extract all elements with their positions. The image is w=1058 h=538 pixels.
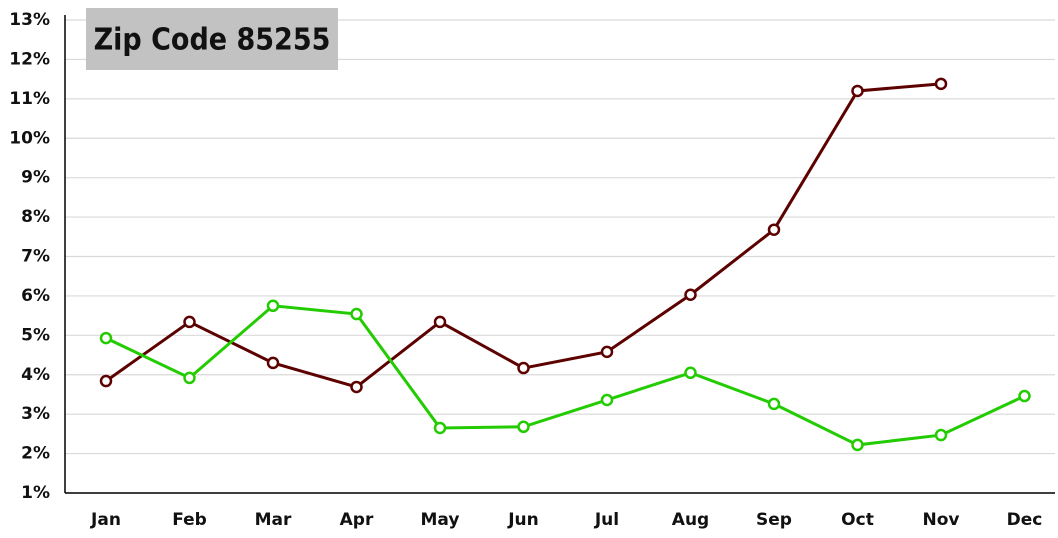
data-point <box>934 428 948 442</box>
data-point <box>517 420 530 434</box>
x-tick-label: Apr <box>340 510 374 530</box>
data-point <box>433 315 447 329</box>
data-point <box>183 371 196 385</box>
data-point <box>99 374 113 388</box>
x-tick-label: Oct <box>841 510 874 530</box>
data-point <box>851 84 864 98</box>
data-point <box>767 397 781 411</box>
y-tick-label: 9% <box>21 168 50 188</box>
x-tick-label: Jan <box>90 510 121 530</box>
x-tick-label: May <box>421 510 460 530</box>
data-point <box>851 438 864 452</box>
data-point <box>350 380 363 394</box>
data-point <box>767 223 781 236</box>
y-tick-label: 11% <box>9 89 50 109</box>
data-point <box>266 356 280 370</box>
x-tick-label: Mar <box>255 510 292 530</box>
x-tick-label: Sep <box>756 510 792 530</box>
y-tick-label: 5% <box>21 325 50 345</box>
data-point <box>600 393 614 407</box>
x-tick-label: Jun <box>507 510 539 530</box>
data-point <box>517 361 530 375</box>
data-point <box>99 331 113 345</box>
y-tick-label: 6% <box>21 286 50 306</box>
chart-title: Zip Code 85255 <box>94 23 331 58</box>
y-tick-label: 7% <box>21 247 50 267</box>
y-tick-label: 13% <box>9 10 50 30</box>
data-point <box>183 315 196 329</box>
x-tick-label: Aug <box>672 510 709 530</box>
data-point <box>350 307 363 321</box>
x-tick-label: Jul <box>594 510 619 530</box>
x-tick-label: Dec <box>1007 510 1043 530</box>
data-point <box>1018 389 1031 403</box>
data-point <box>600 345 614 359</box>
data-point <box>266 299 280 313</box>
x-tick-label: Nov <box>923 510 960 530</box>
y-tick-label: 3% <box>21 404 50 424</box>
y-tick-label: 12% <box>9 49 50 69</box>
y-tick-label: 8% <box>21 207 50 227</box>
y-tick-label: 2% <box>21 444 50 464</box>
data-point <box>433 421 447 435</box>
y-tick-label: 10% <box>9 128 50 148</box>
y-tick-label: 4% <box>21 365 50 385</box>
data-point <box>684 288 697 301</box>
data-point <box>684 366 697 380</box>
series-line <box>105 304 1026 447</box>
title-box <box>86 8 338 70</box>
data-point <box>934 77 948 91</box>
x-tick-label: Feb <box>172 510 207 530</box>
y-tick-label: 1% <box>21 483 50 503</box>
